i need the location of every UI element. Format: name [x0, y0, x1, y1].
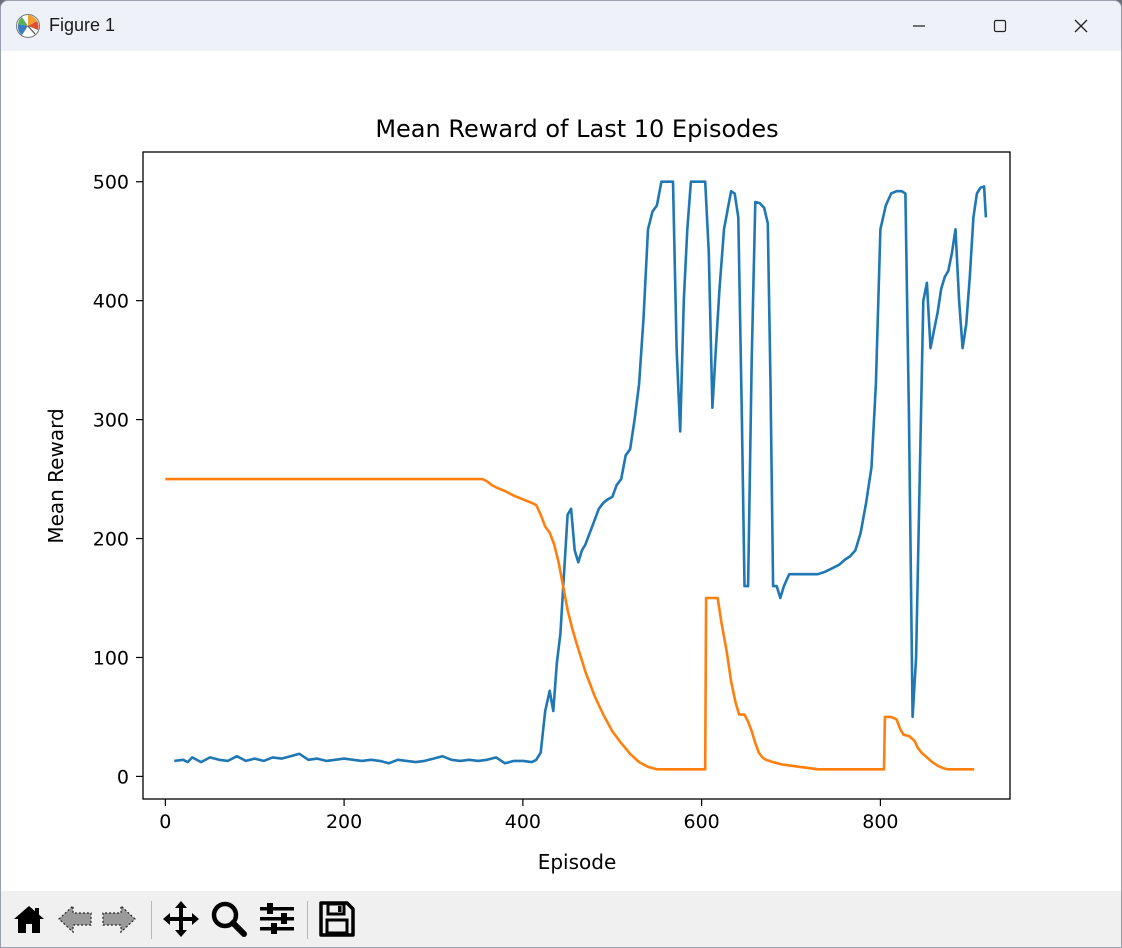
close-button[interactable]: [1041, 1, 1121, 51]
y-tick-label: 100: [93, 647, 129, 669]
maximize-icon: [993, 19, 1007, 33]
y-tick-label: 300: [93, 410, 129, 432]
line-chart[interactable]: Mean Reward of Last 10 Episodes 0 200 400 6…: [1, 51, 1121, 891]
toolbar-separator: [151, 901, 152, 939]
back-button[interactable]: [55, 899, 95, 939]
close-icon: [1074, 19, 1088, 33]
zoom-button[interactable]: [209, 899, 249, 939]
title-bar[interactable]: Figure 1: [1, 1, 1121, 51]
save-button[interactable]: [317, 899, 357, 939]
minimize-button[interactable]: [879, 1, 959, 51]
axes-frame: [142, 151, 1011, 800]
y-tick-label: 400: [93, 291, 129, 313]
x-tick-label: 400: [505, 811, 541, 833]
home-icon: [14, 906, 44, 933]
series-line-0: [174, 180, 988, 765]
configure-subplots-button[interactable]: [257, 899, 297, 939]
y-axis-label: Mean Reward: [44, 408, 68, 543]
navigation-toolbar: [1, 891, 1121, 947]
series-layer: [165, 180, 988, 771]
home-button[interactable]: [9, 899, 49, 939]
x-tick-label: 200: [326, 811, 362, 833]
pan-button[interactable]: [161, 899, 201, 939]
move-icon: [163, 901, 199, 937]
x-tick-label: 800: [862, 811, 898, 833]
forward-button[interactable]: [99, 899, 139, 939]
toolbar-separator: [307, 901, 308, 939]
y-tick-label: 500: [93, 172, 129, 194]
x-tick-label: 600: [684, 811, 720, 833]
arrow-right-icon: [102, 904, 136, 934]
window-title: Figure 1: [49, 15, 116, 35]
x-tick-label: 0: [159, 811, 171, 833]
floppy-disk-icon: [319, 901, 355, 937]
y-tick-label: 0: [117, 766, 129, 788]
figure-canvas[interactable]: Mean Reward of Last 10 Episodes 0 200 400 6…: [1, 51, 1121, 891]
minimize-icon: [913, 25, 925, 27]
x-axis-label: Episode: [538, 850, 617, 874]
maximize-button[interactable]: [960, 1, 1040, 51]
arrow-left-icon: [58, 904, 92, 934]
sliders-icon: [260, 903, 294, 934]
y-tick-label: 200: [93, 529, 129, 551]
magnifier-icon: [211, 901, 247, 937]
matplotlib-logo-icon: [16, 14, 40, 38]
series-line-1: [165, 477, 975, 771]
chart-title: Mean Reward of Last 10 Episodes: [375, 115, 778, 143]
axis-ticks: 0 200 400 600 800 0 100 200 300 400 500: [93, 172, 899, 833]
